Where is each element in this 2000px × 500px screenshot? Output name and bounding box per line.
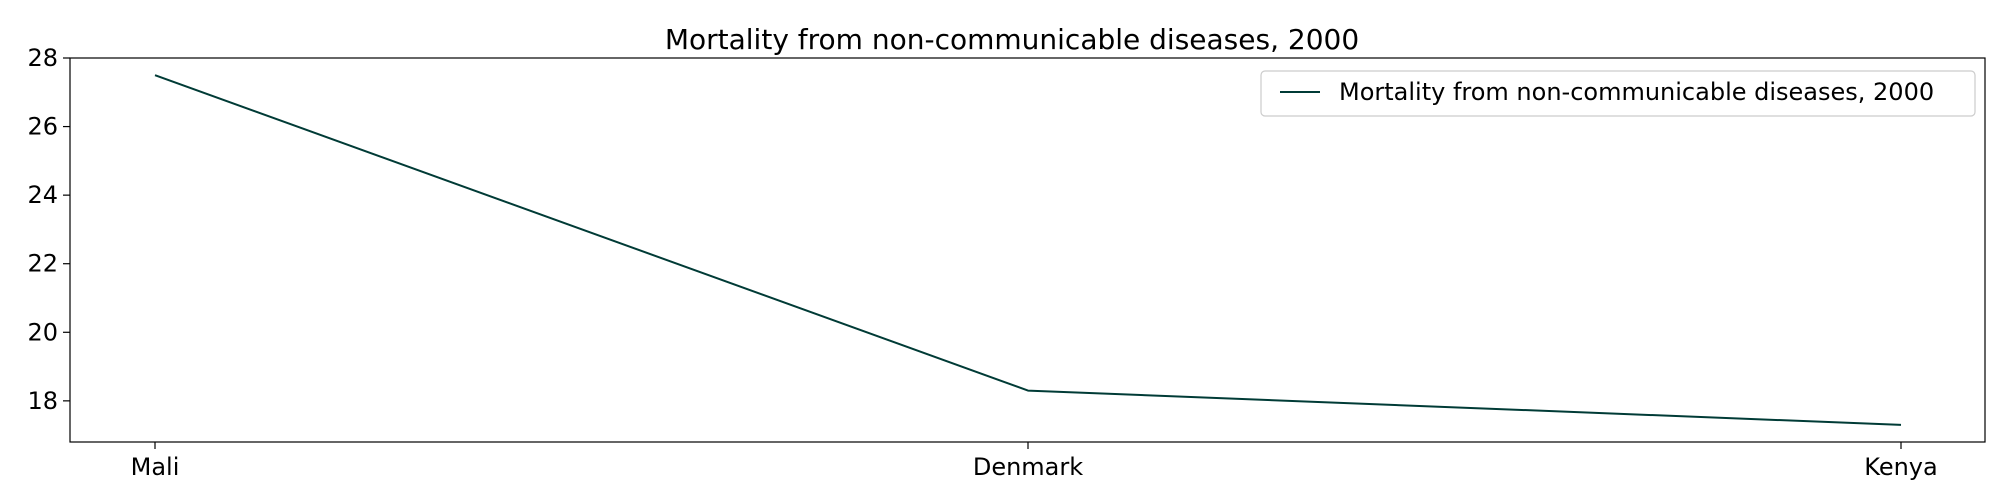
y-tick-label: 24 xyxy=(27,181,58,209)
y-tick-label: 18 xyxy=(27,387,58,415)
x-tick-label: Kenya xyxy=(1864,453,1937,481)
series-layer xyxy=(154,74,1902,426)
chart-title: Mortality from non-communicable diseases… xyxy=(665,23,1359,56)
legend-label: Mortality from non-communicable diseases… xyxy=(1339,78,1934,106)
y-tick-label: 20 xyxy=(27,318,58,346)
x-tick-label: Mali xyxy=(131,453,180,481)
x-tick-label: Denmark xyxy=(973,453,1083,481)
x-axis: Mali Denmark Kenya xyxy=(131,442,1938,481)
y-tick-label: 22 xyxy=(27,250,58,278)
series-line xyxy=(154,74,1902,426)
legend: Mortality from non-communicable diseases… xyxy=(1260,70,1976,117)
y-tick-label: 28 xyxy=(27,44,58,72)
y-tick-label: 26 xyxy=(27,113,58,141)
legend-box xyxy=(1260,70,1976,117)
y-axis: 18 20 22 24 26 28 xyxy=(27,44,70,415)
